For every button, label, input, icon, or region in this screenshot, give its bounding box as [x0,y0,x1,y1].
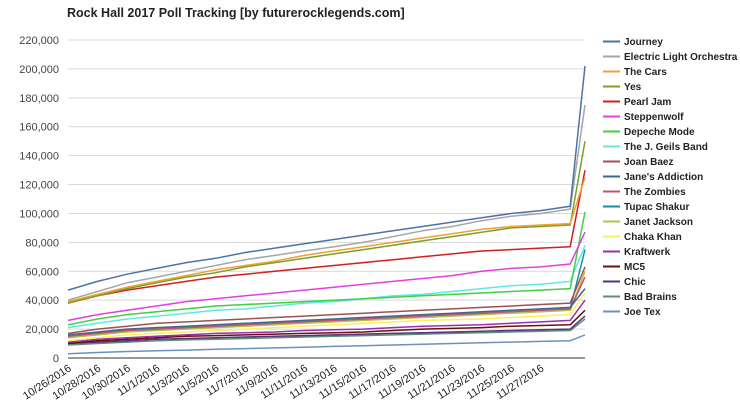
y-tick-label: 20,000 [25,324,59,336]
series-lines [67,65,586,355]
y-tick-label: 140,000 [19,151,59,163]
y-tick-label: 180,000 [19,93,59,105]
series-line [67,177,586,303]
legend-item-label: Janet Jackson [624,217,693,228]
x-axis-ticks: 10/26/201610/28/201610/30/201611/1/20161… [21,362,546,402]
series-line [67,245,586,329]
y-tick-label: 100,000 [19,208,59,220]
series-line [67,315,586,345]
y-axis-ticks: 0 20,000 40,000 60,000 80,000 100,000 120,000 1… [19,35,59,365]
y-tick-label: 120,000 [19,180,59,192]
y-tick-label: 200,000 [19,64,59,76]
series-line [67,318,586,346]
y-tick-label: 60,000 [25,266,59,278]
legend-item-label: Depeche Mode [624,127,695,138]
series-line [67,266,586,335]
y-tick-label: 80,000 [25,237,59,249]
legend-item-label: Chaka Khan [624,232,682,243]
y-tick-label: 160,000 [19,122,59,134]
legend-item-label: MC5 [624,262,646,273]
y-tick-label: 0 [53,353,59,365]
series-line [67,276,586,338]
legend-item-label: Bad Brains [624,292,677,303]
series-line [67,211,586,326]
series-line [67,334,586,355]
chart-title: Rock Hall 2017 Poll Tracking [by futurer… [67,6,405,20]
legend-item-label: Journey [624,37,663,48]
legend-item-label: Kraftwerk [624,247,671,258]
legend-item-label: Electric Light Orchestra [624,52,738,63]
legend-item-label: Jane's Addiction [624,172,703,183]
legend-item-label: Joe Tex [624,307,661,318]
legend-item-label: The J. Geils Band [624,142,708,153]
gridlines [68,39,585,359]
y-tick-label: 220,000 [19,35,59,47]
series-line [67,65,586,291]
series-line [67,104,586,301]
y-tick-label: 40,000 [25,295,59,307]
series-line [67,288,586,336]
legend-item-label: The Cars [624,67,667,78]
series-line [67,231,586,322]
series-line [67,141,586,304]
legend-item-label: Chic [624,277,646,288]
legend-item-label: The Zombies [624,187,686,198]
series-line [67,169,586,304]
series-line [67,271,586,339]
legend-item-label: Joan Baez [624,157,673,168]
legend-item-label: Yes [624,82,642,93]
series-line [67,292,586,342]
legend: Journey Electric Light Orchestra The Cars Y… [603,37,738,318]
legend-item-label: Pearl Jam [624,97,671,108]
series-line [67,299,586,343]
legend-item-label: Steppenwolf [624,112,684,123]
legend-item-label: Tupac Shakur [624,202,689,213]
series-line [67,309,586,345]
